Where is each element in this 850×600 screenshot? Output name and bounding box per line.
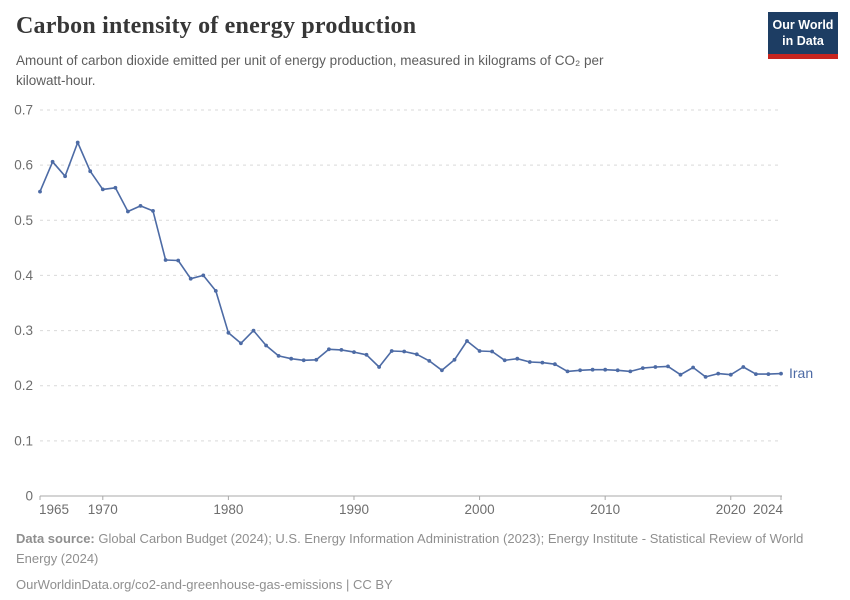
- data-point[interactable]: [389, 349, 394, 353]
- subtitle-line-1: Amount of carbon dioxide emitted per uni…: [16, 53, 604, 68]
- data-point[interactable]: [126, 209, 130, 214]
- y-tick-label: 0.6: [14, 158, 33, 173]
- x-tick-label: 1965: [39, 502, 69, 517]
- data-point[interactable]: [226, 330, 231, 335]
- data-point[interactable]: [100, 187, 105, 192]
- license-line[interactable]: OurWorldinData.org/co2-and-greenhouse-ga…: [16, 577, 393, 592]
- x-tick-label: 1990: [339, 502, 369, 517]
- data-point[interactable]: [377, 365, 381, 369]
- data-point[interactable]: [590, 367, 595, 372]
- data-point[interactable]: [691, 365, 695, 370]
- data-point[interactable]: [440, 368, 444, 373]
- data-point[interactable]: [766, 372, 771, 376]
- data-point[interactable]: [741, 365, 746, 369]
- data-point[interactable]: [565, 369, 570, 374]
- data-point[interactable]: [628, 369, 633, 374]
- data-point[interactable]: [452, 357, 457, 362]
- data-point[interactable]: [502, 358, 507, 363]
- data-point[interactable]: [754, 372, 758, 376]
- data-point[interactable]: [603, 367, 608, 372]
- data-point[interactable]: [251, 328, 256, 333]
- data-point[interactable]: [615, 368, 620, 373]
- y-tick-label: 0.4: [14, 268, 33, 283]
- data-point[interactable]: [716, 371, 721, 376]
- data-point[interactable]: [515, 356, 520, 361]
- data-point[interactable]: [138, 204, 143, 208]
- data-point[interactable]: [201, 273, 206, 278]
- y-tick-label: 0: [25, 489, 33, 504]
- data-point[interactable]: [402, 349, 407, 354]
- data-point[interactable]: [465, 339, 469, 343]
- data-point[interactable]: [728, 372, 733, 377]
- data-source-label: Data source:: [16, 531, 95, 546]
- x-tick-label: 1970: [88, 502, 118, 517]
- x-tick-label: 1980: [213, 502, 243, 517]
- data-source-line: Data source: Global Carbon Budget (2024)…: [16, 529, 816, 568]
- x-tick-label: 2010: [590, 502, 620, 517]
- data-point[interactable]: [75, 140, 80, 145]
- data-point[interactable]: [640, 366, 645, 370]
- x-tick-label: 2000: [465, 502, 495, 517]
- data-line[interactable]: [39, 141, 782, 378]
- data-point[interactable]: [414, 352, 419, 357]
- data-point[interactable]: [188, 276, 193, 281]
- data-point[interactable]: [239, 341, 243, 346]
- data-point[interactable]: [163, 258, 168, 262]
- data-point[interactable]: [678, 372, 683, 377]
- y-tick-label: 0.7: [14, 103, 33, 118]
- data-point[interactable]: [703, 375, 708, 379]
- data-point[interactable]: [213, 289, 218, 293]
- subtitle-line-2: kilowatt-hour.: [16, 73, 96, 89]
- page-title: Carbon intensity of energy production: [16, 13, 417, 39]
- data-point[interactable]: [666, 364, 670, 369]
- data-point[interactable]: [264, 343, 268, 348]
- data-point[interactable]: [653, 365, 658, 369]
- data-point[interactable]: [477, 349, 482, 353]
- data-point[interactable]: [289, 356, 294, 361]
- data-point[interactable]: [327, 347, 331, 352]
- x-tick-label: 2020: [716, 502, 746, 517]
- y-tick-label: 0.5: [14, 213, 33, 228]
- y-tick-label: 0.3: [14, 323, 33, 338]
- data-point[interactable]: [314, 357, 319, 362]
- data-point[interactable]: [38, 189, 42, 194]
- data-point[interactable]: [339, 348, 344, 352]
- owid-logo-line-2: in Data: [782, 34, 824, 49]
- chart-subtitle: Amount of carbon dioxide emitted per uni…: [16, 51, 604, 92]
- y-tick-label: 0.1: [14, 433, 33, 448]
- data-point[interactable]: [301, 358, 306, 363]
- data-point[interactable]: [88, 169, 93, 174]
- line-chart[interactable]: 0 0.1 0.2 0.3 0.4 0.5 0.6 0.7 1965 1970 1980 1990 20…: [0, 0, 850, 522]
- data-point[interactable]: [364, 352, 369, 357]
- chart-footer: Data source: Global Carbon Budget (2024)…: [16, 529, 816, 595]
- data-point[interactable]: [113, 185, 118, 190]
- data-source-text: Global Carbon Budget (2024); U.S. Energy…: [16, 531, 804, 566]
- x-tick-label: 2024: [753, 502, 784, 517]
- data-point[interactable]: [779, 371, 783, 376]
- data-point[interactable]: [490, 349, 494, 354]
- data-point[interactable]: [352, 350, 356, 354]
- data-point[interactable]: [578, 368, 582, 373]
- data-point[interactable]: [151, 209, 155, 213]
- data-point[interactable]: [427, 359, 432, 363]
- data-point[interactable]: [276, 354, 281, 358]
- owid-logo[interactable]: Our World in Data: [768, 12, 838, 59]
- data-point[interactable]: [50, 159, 55, 164]
- data-point[interactable]: [540, 360, 545, 365]
- series-label-iran[interactable]: Iran: [789, 365, 813, 381]
- owid-logo-line-1: Our World: [772, 18, 834, 32]
- data-point[interactable]: [527, 360, 532, 364]
- y-tick-label: 0.2: [14, 378, 33, 393]
- data-point[interactable]: [63, 174, 67, 179]
- data-point[interactable]: [553, 362, 557, 367]
- data-point[interactable]: [176, 258, 181, 263]
